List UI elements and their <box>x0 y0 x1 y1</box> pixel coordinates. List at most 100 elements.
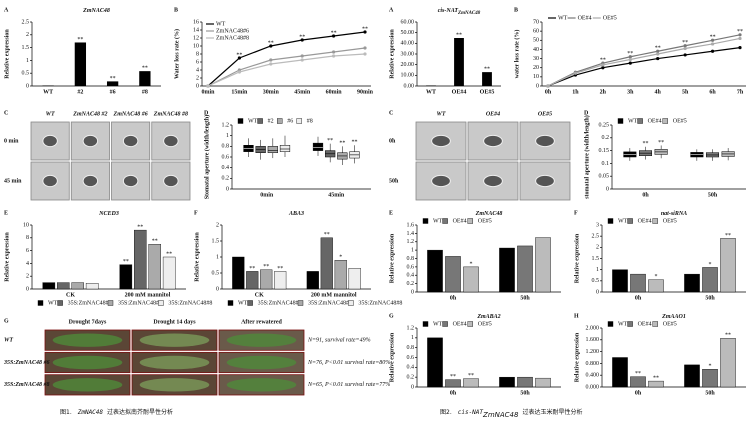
y-tick-label: 60.00 <box>401 19 415 25</box>
column-label: Drought 7days <box>69 319 107 325</box>
y-tick-label: 0.8 <box>407 345 415 351</box>
significance-label: ** <box>123 259 129 265</box>
x-tick-label: WT <box>426 89 436 95</box>
y-tick-label: 20 <box>533 65 539 71</box>
bar <box>246 271 259 290</box>
x-tick-label: 200 mM mannitol <box>125 292 171 298</box>
bar <box>42 282 56 290</box>
y-tick-label: 3 <box>596 222 599 228</box>
bar <box>71 282 84 290</box>
stoma <box>122 174 139 188</box>
y-tick-label: 0 <box>606 186 609 192</box>
chart-title: ABA3 <box>288 211 304 217</box>
legend-swatch <box>662 118 668 124</box>
x-tick-label: CK <box>255 292 264 298</box>
legend-swatch <box>467 321 473 327</box>
y-tick-label: 1.5 <box>212 238 220 244</box>
survival-note: N=65, P<0.01 survival rate=77% <box>307 382 390 388</box>
panel-letter: E <box>4 210 8 216</box>
point <box>683 46 687 51</box>
bar <box>306 271 319 290</box>
plant <box>226 378 297 392</box>
bar <box>260 269 273 290</box>
plant <box>52 378 123 392</box>
bar <box>148 243 161 290</box>
point <box>300 54 304 58</box>
y-tick-label: 6 <box>26 248 29 254</box>
point <box>269 58 273 62</box>
y-tick-label: 2.5 <box>22 19 30 25</box>
y-tick-label: 0 <box>536 83 539 89</box>
title-text: ZmABA2 <box>476 314 500 320</box>
bar <box>348 268 361 290</box>
caption-text: 过表达拟南芥耐旱性分析 <box>107 408 173 416</box>
y-axis-label: Relative expression <box>574 332 580 382</box>
significance-label: ** <box>643 141 649 147</box>
y-tick-label: 0.2 <box>602 135 610 141</box>
y-tick-label: 0 <box>216 286 219 292</box>
legend-swatch <box>37 300 44 306</box>
column-label: ZmNAC48 #2 <box>72 111 107 117</box>
x-tick-label: 7h <box>737 89 744 95</box>
y-tick-label: 0.2 <box>407 375 415 381</box>
y-tick-label: 0.05 <box>599 174 610 180</box>
y-tick-label: 14 <box>193 27 199 33</box>
x-tick-label: 0min <box>260 192 274 198</box>
title-text: ZmNAC48 <box>475 211 503 217</box>
legend-label: OE#4 <box>648 118 662 124</box>
significance-label: ** <box>468 373 474 379</box>
legend-label: #8 <box>307 118 313 124</box>
stoma <box>42 134 58 148</box>
bar <box>630 273 646 293</box>
bar <box>648 380 664 388</box>
bar <box>106 81 119 86</box>
significance-label: ** <box>268 40 274 46</box>
x-tick-label: 0h <box>450 390 457 396</box>
legend-swatch <box>237 118 244 124</box>
legend-label: WT <box>558 15 568 21</box>
y-tick-label: 2 <box>26 32 29 38</box>
point <box>573 71 578 75</box>
y-tick-label: 1.5 <box>22 45 30 51</box>
x-tick-label: 50h <box>708 192 718 198</box>
caption-label: 图1. <box>60 409 72 416</box>
row-label: 0h <box>389 138 396 144</box>
y-tick-label: 0.15 <box>599 148 610 154</box>
legend-label: OE#5 <box>478 321 492 327</box>
bar <box>320 237 333 290</box>
y-tick-label: 8 <box>196 51 199 57</box>
stoma <box>431 134 451 148</box>
significance-label: ** <box>627 51 633 57</box>
significance-label: ** <box>152 239 158 245</box>
y-axis-label: Relative expression <box>4 29 10 79</box>
point <box>656 52 660 56</box>
x-tick-label: 5h <box>682 89 689 95</box>
bar <box>612 357 628 388</box>
x-tick-label: 30min <box>263 89 280 95</box>
box <box>279 145 291 152</box>
bar <box>535 237 551 293</box>
point <box>710 38 715 42</box>
legend-label: OE#5 <box>673 118 687 124</box>
bar <box>57 282 70 290</box>
significance-label: ** <box>653 375 659 381</box>
point <box>300 38 304 42</box>
bar <box>426 85 436 86</box>
y-tick-label: 0.6 <box>407 264 415 270</box>
legend-swatch <box>627 321 633 327</box>
bar <box>702 267 718 293</box>
y-tick-label: 2 <box>196 75 199 81</box>
point <box>332 54 336 58</box>
legend-swatch <box>296 118 302 124</box>
y-tick-label: 2 <box>596 245 599 251</box>
x-tick-label: 1h <box>572 89 579 95</box>
legend-swatch <box>652 218 658 224</box>
x-tick-label: WT <box>43 89 53 95</box>
x-tick-label: #6 <box>110 89 116 95</box>
legend-label: OE#5 <box>663 321 677 327</box>
stoma <box>163 174 179 188</box>
x-tick-label: OE#4 <box>452 89 467 95</box>
row-label: WT <box>4 338 13 344</box>
legend-swatch <box>442 321 448 327</box>
y-tick-label: 0.00 <box>404 83 415 89</box>
